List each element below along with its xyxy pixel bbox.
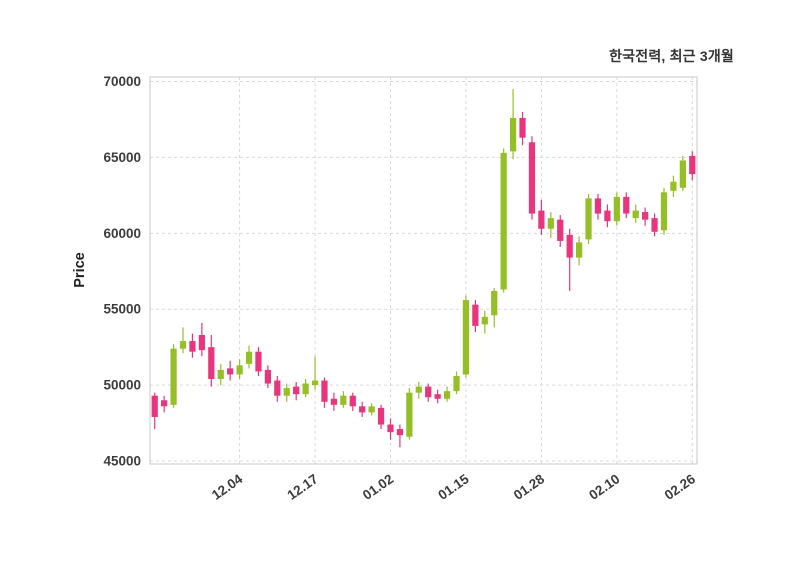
- candle-down: [321, 380, 328, 402]
- x-tick-label: 02.10: [586, 471, 622, 503]
- candle-down: [642, 212, 649, 220]
- x-tick-label: 01.15: [435, 471, 472, 503]
- candle-up: [679, 160, 686, 188]
- x-tick-label: 01.02: [360, 471, 396, 503]
- x-tick-label: 12.04: [209, 471, 246, 503]
- candle-up: [415, 386, 422, 393]
- x-tick-label: 02.26: [662, 471, 699, 503]
- candle-down: [472, 304, 479, 326]
- candle-up: [302, 383, 309, 395]
- candle-down: [651, 218, 658, 232]
- candle-up: [462, 300, 470, 375]
- y-axis-label: Price: [72, 252, 88, 288]
- candle-down: [396, 429, 404, 436]
- y-tick-label: 45000: [103, 453, 141, 468]
- candle-down: [528, 142, 536, 214]
- candle-up: [491, 290, 498, 316]
- candle-up: [660, 192, 668, 231]
- candle-down: [566, 234, 573, 258]
- candle-up: [613, 196, 620, 222]
- plot-border: [149, 76, 698, 465]
- candle-up: [443, 391, 451, 399]
- candle-down: [349, 395, 356, 407]
- candle-down: [293, 386, 300, 395]
- plot-area: [150, 77, 697, 464]
- candle-up: [670, 181, 677, 191]
- candle-up: [575, 242, 583, 258]
- candle-down: [387, 424, 394, 433]
- candle-down: [557, 219, 564, 241]
- candle-down: [689, 155, 696, 175]
- candle-up: [481, 316, 488, 325]
- candle-down: [208, 347, 215, 380]
- candle-down: [189, 341, 196, 352]
- candle-down: [151, 395, 158, 417]
- candle-up: [311, 380, 319, 386]
- y-tick-label: 60000: [103, 226, 141, 241]
- candle-down: [604, 210, 611, 222]
- candle-up: [236, 365, 243, 375]
- candle-down: [255, 351, 262, 372]
- candle-up: [340, 395, 347, 405]
- candle-up: [217, 369, 224, 380]
- candle-up: [406, 392, 413, 437]
- candle-up: [585, 198, 592, 240]
- candle-down: [264, 369, 272, 384]
- candle-up: [509, 117, 517, 152]
- y-tick-label: 55000: [103, 302, 141, 317]
- y-tick-label: 50000: [103, 378, 141, 393]
- candle-down: [434, 394, 441, 399]
- y-tick-label: 65000: [103, 150, 141, 165]
- candle-up: [368, 406, 375, 413]
- candle-up: [170, 348, 177, 405]
- candle-down: [425, 386, 432, 398]
- candle-down: [274, 380, 281, 396]
- candle-down: [198, 335, 205, 351]
- candle-down: [623, 196, 630, 214]
- candle-up: [500, 152, 507, 290]
- candle-up: [547, 218, 554, 229]
- candle-down: [359, 406, 366, 413]
- candle-up: [179, 341, 187, 349]
- candle-down: [519, 117, 526, 138]
- candle-down: [594, 198, 602, 214]
- candle-down: [538, 210, 545, 229]
- candle-up: [632, 210, 639, 219]
- chart-title: 한국전력, 최근 3개월: [609, 48, 734, 64]
- candle-down: [227, 368, 234, 375]
- candle-up: [245, 351, 253, 364]
- candle-down: [377, 407, 385, 425]
- x-tick-label: 01.28: [511, 471, 548, 503]
- candle-down: [330, 398, 338, 405]
- y-tick-label: 70000: [103, 74, 141, 89]
- candle-up: [453, 375, 460, 392]
- candle-down: [161, 400, 168, 407]
- x-tick-label: 12.17: [284, 471, 320, 503]
- candle-up: [283, 388, 290, 396]
